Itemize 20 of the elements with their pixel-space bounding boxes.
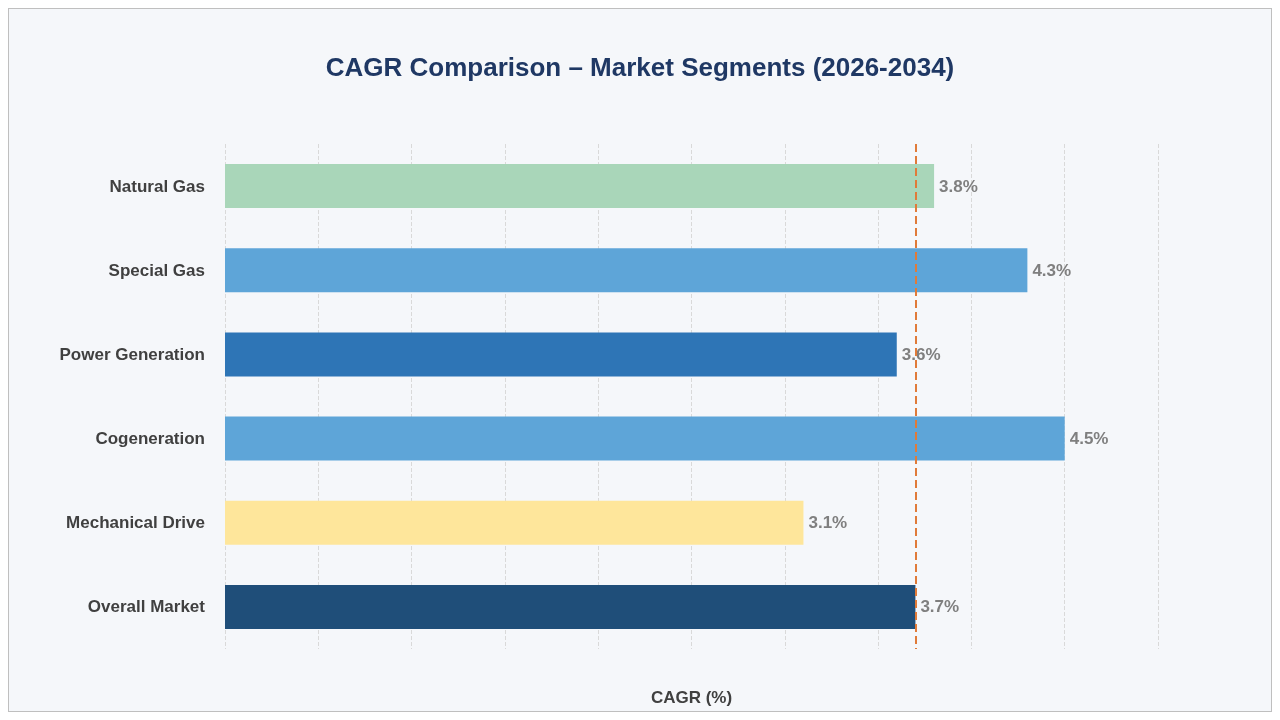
bar bbox=[225, 584, 916, 629]
bar bbox=[225, 500, 804, 545]
bar bbox=[225, 332, 897, 377]
x-axis-title: CAGR (%) bbox=[650, 688, 733, 707]
data-label: 3.7% bbox=[920, 597, 960, 617]
data-label: 4.3% bbox=[1032, 260, 1072, 280]
data-label: 3.1% bbox=[808, 513, 848, 533]
data-label: 3.6% bbox=[901, 344, 941, 364]
bar bbox=[225, 416, 1065, 461]
y-tick-label: Overall Market bbox=[87, 597, 206, 617]
y-tick-label: Cogeneration bbox=[95, 429, 205, 449]
y-tick-label: Special Gas bbox=[108, 260, 205, 280]
y-tick-label: Mechanical Drive bbox=[66, 513, 205, 533]
data-label: 4.5% bbox=[1069, 429, 1109, 449]
bar bbox=[225, 248, 1028, 293]
data-label: 3.8% bbox=[939, 176, 978, 196]
chart-title: CAGR Comparison – Market Segments (2026-2034) bbox=[325, 52, 955, 82]
bar bbox=[225, 164, 935, 209]
y-tick-label: Natural Gas bbox=[109, 176, 205, 196]
y-tick-label: Power Generation bbox=[59, 344, 205, 364]
